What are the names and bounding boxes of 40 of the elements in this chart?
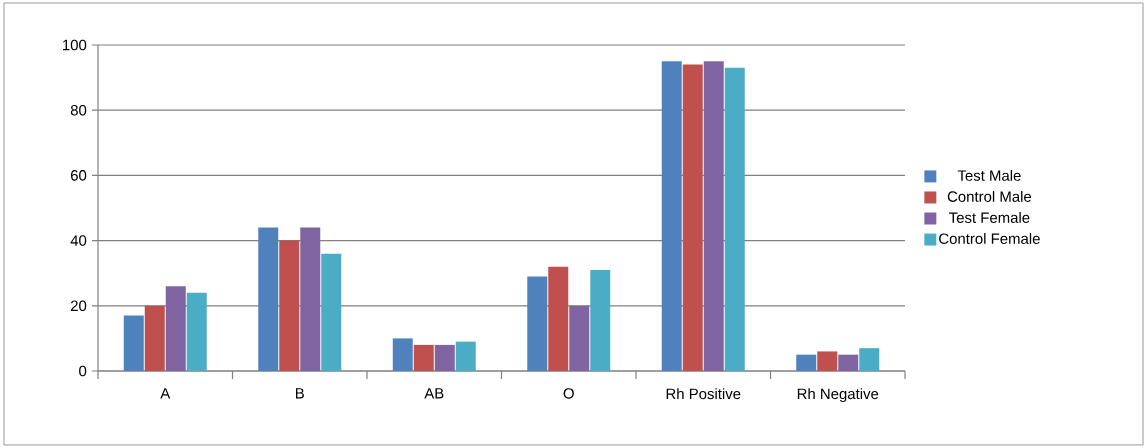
bar bbox=[817, 351, 838, 371]
bar bbox=[796, 354, 817, 371]
bar bbox=[123, 315, 144, 371]
x-tick-label: O bbox=[563, 388, 574, 399]
bar bbox=[413, 344, 434, 371]
bar bbox=[859, 348, 880, 371]
x-tick-label: Rh Negative bbox=[797, 388, 879, 403]
y-tick-label: 80 bbox=[70, 104, 87, 116]
bar bbox=[258, 227, 279, 371]
legend-label: Test Female bbox=[949, 211, 1030, 223]
bar bbox=[838, 354, 859, 371]
bar bbox=[144, 305, 165, 371]
bar bbox=[661, 61, 682, 371]
bar bbox=[703, 61, 724, 371]
legend-label: Control Female bbox=[939, 233, 1040, 244]
bar bbox=[590, 269, 611, 371]
x-tick-label: AB bbox=[424, 388, 444, 399]
bar bbox=[724, 67, 745, 371]
bar bbox=[165, 286, 186, 371]
bar bbox=[569, 305, 590, 371]
x-tick-label: B bbox=[296, 388, 304, 399]
bar bbox=[682, 64, 703, 371]
bar bbox=[321, 253, 342, 371]
x-tick-label: A bbox=[160, 388, 171, 399]
legend-label: Test Male bbox=[957, 169, 1021, 181]
y-tick-label: 60 bbox=[70, 170, 87, 181]
bar bbox=[300, 227, 321, 371]
y-tick-label: 100 bbox=[63, 39, 87, 51]
y-tick-label: 40 bbox=[70, 235, 87, 246]
legend-label: Control Male bbox=[947, 190, 1032, 202]
bar bbox=[548, 266, 569, 371]
bar bbox=[392, 338, 413, 371]
x-tick-label: Rh Positive bbox=[666, 388, 741, 400]
bar bbox=[434, 344, 455, 371]
bar bbox=[279, 240, 300, 371]
bar bbox=[455, 341, 476, 371]
y-tick-label: 20 bbox=[70, 300, 87, 312]
bar bbox=[186, 292, 207, 371]
bar bbox=[527, 276, 548, 371]
y-tick-label: 0 bbox=[79, 365, 87, 377]
